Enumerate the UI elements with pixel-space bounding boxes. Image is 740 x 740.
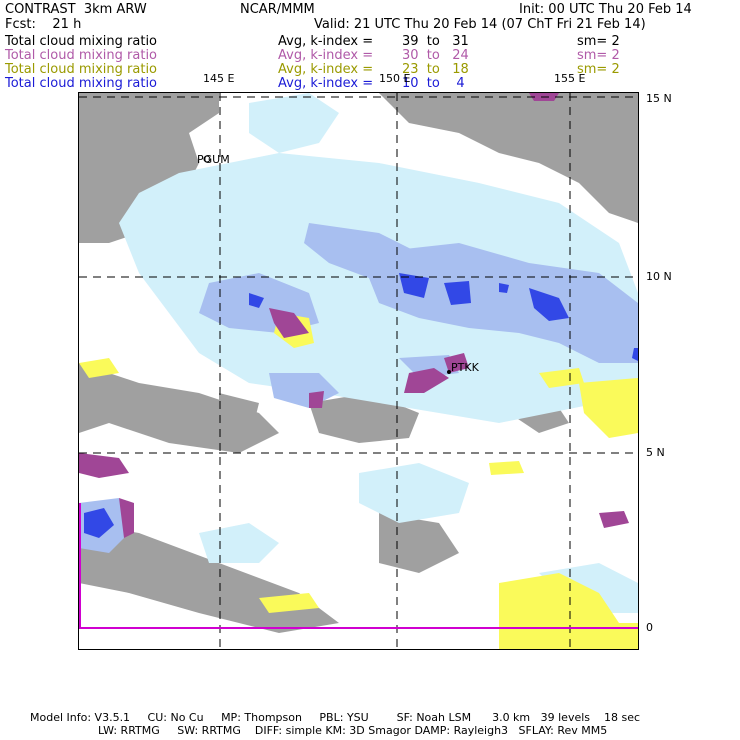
lon-label-155: 155 E <box>554 72 586 85</box>
deep-blue-cloud-cores <box>84 273 638 538</box>
purple-cloud-field <box>79 93 629 538</box>
forecast-map: PGUM PTKK <box>78 92 639 650</box>
field-range-1: 39 to 31 <box>402 34 469 49</box>
init-time: Init: 00 UTC Thu 20 Feb 14 <box>519 2 692 17</box>
field-sm-1: sm= 2 <box>577 34 620 49</box>
field-range-4: 10 to 4 <box>402 76 465 91</box>
valid-time: Valid: 21 UTC Thu 20 Feb 14 (07 ChT Fri … <box>314 17 646 32</box>
domain-boundary <box>79 503 638 629</box>
organization: NCAR/MMM <box>240 2 315 17</box>
field-name-1: Total cloud mixing ratio <box>5 34 158 49</box>
gray-cloud-field <box>79 93 638 633</box>
field-avg-1: Avg, k-index = <box>278 34 374 49</box>
lon-label-150: 150 E <box>379 72 411 85</box>
station-label-pgum: PGUM <box>197 153 230 166</box>
field-avg-2: Avg, k-index = <box>278 48 374 63</box>
map-canvas <box>79 93 638 649</box>
field-range-2: 30 to 24 <box>402 48 469 63</box>
station-marker-ptkk <box>447 370 451 374</box>
station-marker-pgum <box>203 155 211 163</box>
station-label-ptkk: PTKK <box>451 361 479 374</box>
field-sm-2: sm= 2 <box>577 48 620 63</box>
lat-label-0: 0 <box>646 621 653 634</box>
forecast-hour: Fcst: 21 h <box>5 17 82 32</box>
lat-label-10n: 10 N <box>646 270 672 283</box>
field-range-3: 23 to 18 <box>402 62 469 77</box>
field-name-4: Total cloud mixing ratio <box>5 76 158 91</box>
lat-label-15n: 15 N <box>646 92 672 105</box>
lat-label-5n: 5 N <box>646 446 665 459</box>
field-avg-3: Avg, k-index = <box>278 62 374 77</box>
model-title: CONTRAST 3km ARW <box>5 2 147 17</box>
model-info-line-2: LW: RRTMG SW: RRTMG DIFF: simple KM: 3D … <box>98 724 608 737</box>
field-sm-3: sm= 2 <box>577 62 620 77</box>
field-avg-4: Avg, k-index = <box>278 76 374 91</box>
model-info-line-1: Model Info: V3.5.1 CU: No Cu MP: Thompso… <box>30 711 641 724</box>
lon-label-145: 145 E <box>203 72 235 85</box>
field-name-3: Total cloud mixing ratio <box>5 62 158 77</box>
field-name-2: Total cloud mixing ratio <box>5 48 158 63</box>
